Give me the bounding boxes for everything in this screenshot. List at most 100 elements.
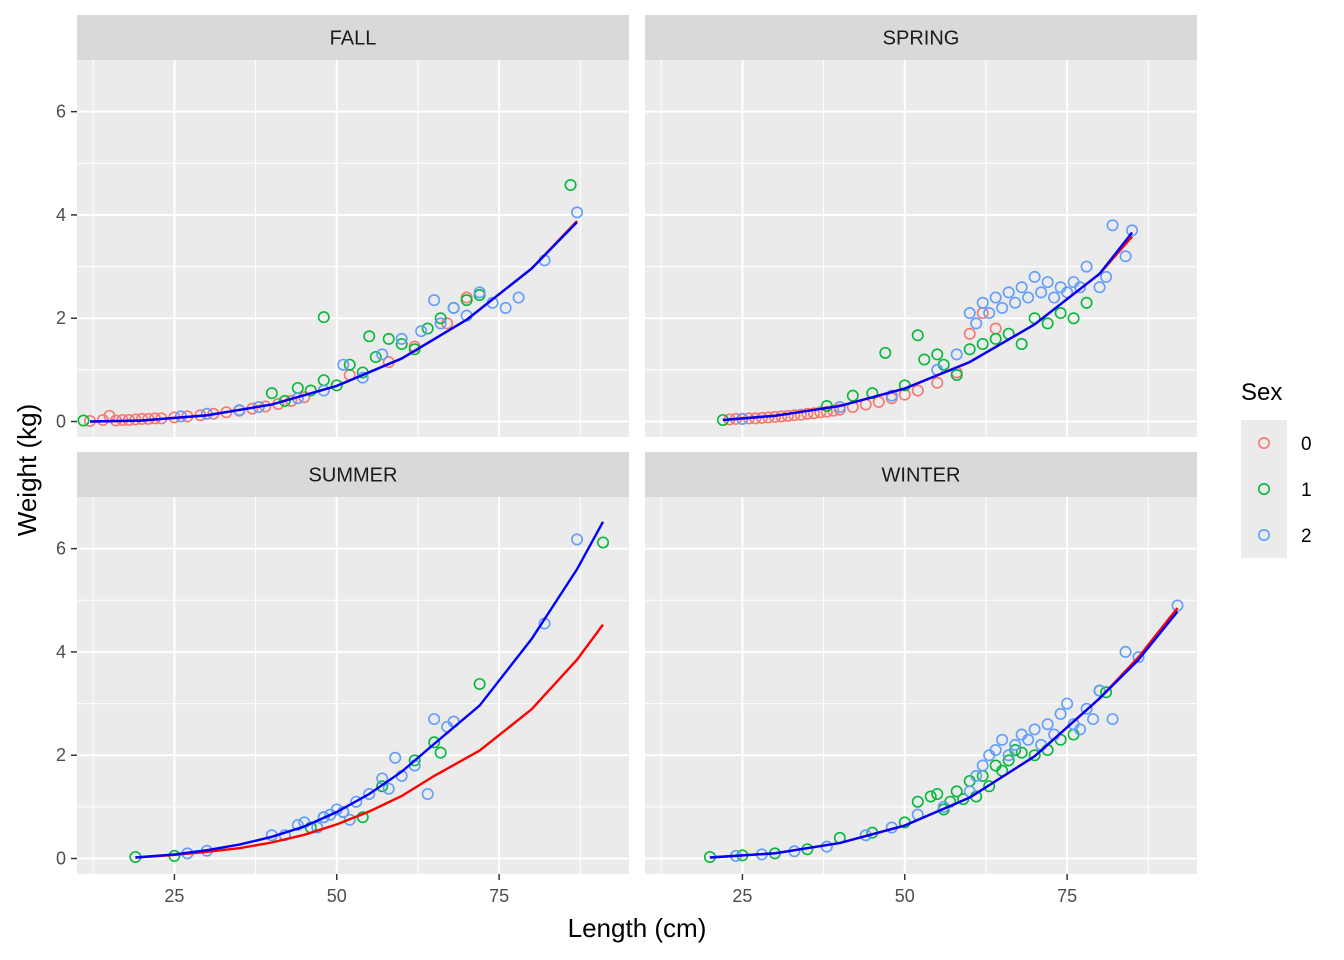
- data-point: [989, 744, 1002, 757]
- data-point: [369, 350, 382, 363]
- data-point: [794, 408, 807, 421]
- data-point: [1119, 250, 1132, 263]
- data-point: [1041, 317, 1054, 330]
- data-point: [1074, 281, 1087, 294]
- facet-strip-label: SPRING: [883, 28, 960, 50]
- fit-curve-blue: [722, 231, 1134, 422]
- data-point: [1126, 224, 1139, 237]
- data-point: [1002, 286, 1015, 299]
- data-point: [1100, 270, 1113, 283]
- facet-strip: [645, 15, 1197, 60]
- data-point: [434, 312, 447, 325]
- data-point: [571, 206, 584, 219]
- panel-background: [77, 497, 629, 874]
- data-point: [931, 376, 944, 389]
- legend-point: [1258, 436, 1271, 449]
- data-point: [382, 332, 395, 345]
- facet-strip: [77, 15, 629, 60]
- data-point: [1093, 684, 1106, 697]
- data-point: [1022, 733, 1035, 746]
- data-point: [265, 387, 278, 400]
- data-point: [343, 358, 356, 371]
- data-point: [460, 294, 473, 307]
- x-tick-label: 25: [164, 886, 184, 906]
- data-point: [931, 787, 944, 800]
- data-point: [1015, 746, 1028, 759]
- data-point: [1015, 338, 1028, 351]
- fit-curve-blue: [89, 221, 578, 423]
- legend-point: [1258, 482, 1271, 495]
- fit-curve-blue: [135, 521, 605, 859]
- data-point: [963, 327, 976, 340]
- data-point: [911, 329, 924, 342]
- data-point: [473, 677, 486, 690]
- data-point: [499, 301, 512, 314]
- data-point: [918, 353, 931, 366]
- facet-winter: WINTER: [645, 452, 1197, 874]
- data-point: [408, 343, 421, 356]
- data-point: [996, 301, 1009, 314]
- data-point: [1067, 312, 1080, 325]
- data-point: [976, 296, 989, 309]
- x-axis-title: Length (cm): [568, 913, 707, 943]
- data-point: [879, 346, 892, 359]
- legend-key-2: 2: [1241, 512, 1312, 558]
- x-tick-label: 50: [895, 886, 915, 906]
- data-point: [950, 369, 963, 382]
- facet-spring: SPRING: [645, 15, 1197, 437]
- data-point: [963, 307, 976, 320]
- facet-fall: FALL: [77, 15, 629, 437]
- data-point: [363, 787, 376, 800]
- data-point: [1087, 713, 1100, 726]
- data-point: [788, 409, 801, 422]
- panel-background: [645, 60, 1197, 437]
- data-point: [330, 379, 343, 392]
- y-tick-label: 2: [56, 745, 66, 765]
- data-point: [1022, 291, 1035, 304]
- data-point: [1054, 307, 1067, 320]
- data-point: [1119, 645, 1132, 658]
- data-point: [512, 291, 525, 304]
- y-tick-label: 4: [56, 642, 66, 662]
- data-point: [1093, 281, 1106, 294]
- legend-label: 2: [1301, 526, 1312, 547]
- data-point: [317, 811, 330, 824]
- data-point: [1054, 707, 1067, 720]
- data-point: [1048, 291, 1061, 304]
- facet-strip-label: FALL: [330, 28, 377, 50]
- legend: Sex 0 1 2: [1241, 379, 1312, 558]
- data-point: [421, 787, 434, 800]
- data-point: [317, 311, 330, 324]
- data-point: [1074, 723, 1087, 736]
- facet-strip: [645, 452, 1197, 497]
- points-sex-2: [736, 219, 1139, 425]
- y-tick-label: 0: [56, 849, 66, 869]
- data-point: [1041, 276, 1054, 289]
- y-axis-title: Weight (kg): [12, 404, 42, 536]
- data-point: [1080, 260, 1093, 273]
- panel-background: [77, 60, 629, 437]
- y-tick-label: 4: [56, 205, 66, 225]
- legend-label: 0: [1301, 434, 1312, 455]
- data-point: [291, 818, 304, 831]
- data-point: [1028, 270, 1041, 283]
- x-tick-label: 75: [1057, 886, 1077, 906]
- data-point: [885, 389, 898, 402]
- data-point: [304, 384, 317, 397]
- data-point: [311, 821, 324, 834]
- data-point: [807, 407, 820, 420]
- data-point: [1171, 599, 1184, 612]
- legend-key-0: 0: [1241, 420, 1312, 466]
- data-point: [77, 414, 90, 427]
- x-tick-label: 25: [732, 886, 752, 906]
- y-tick-label: 6: [56, 539, 66, 559]
- data-point: [1061, 697, 1074, 710]
- data-point: [1002, 754, 1015, 767]
- data-point: [989, 332, 1002, 345]
- data-point: [447, 301, 460, 314]
- data-point: [473, 286, 486, 299]
- y-tick-label: 6: [56, 102, 66, 122]
- data-point: [350, 795, 363, 808]
- data-point: [434, 746, 447, 759]
- data-point: [395, 338, 408, 351]
